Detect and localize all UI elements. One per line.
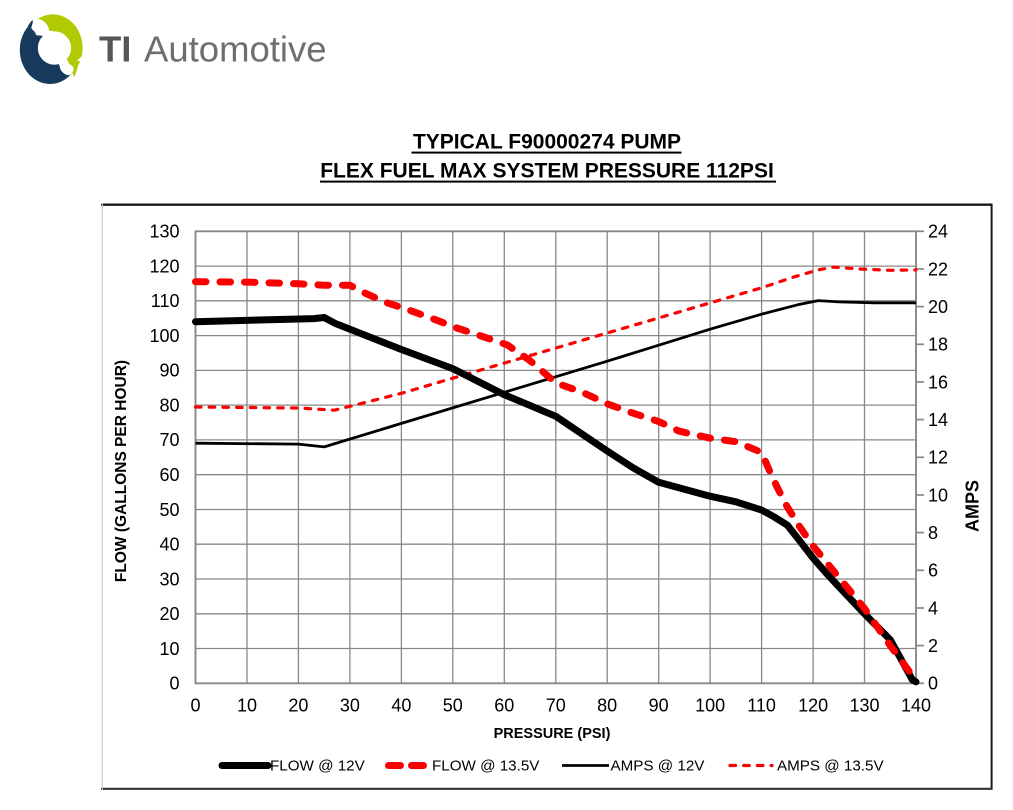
svg-text:130: 130 <box>849 696 879 716</box>
svg-text:50: 50 <box>159 500 179 520</box>
svg-text:22: 22 <box>928 259 948 279</box>
svg-text:0: 0 <box>169 674 179 694</box>
svg-text:4: 4 <box>928 598 938 618</box>
svg-text:120: 120 <box>798 696 828 716</box>
svg-text:60: 60 <box>494 696 514 716</box>
svg-text:110: 110 <box>151 291 180 311</box>
svg-text:40: 40 <box>159 535 179 555</box>
svg-text:120: 120 <box>149 256 179 276</box>
svg-text:16: 16 <box>928 372 948 392</box>
svg-text:0: 0 <box>928 674 938 694</box>
svg-text:140: 140 <box>901 696 931 716</box>
svg-text:20: 20 <box>288 696 308 716</box>
svg-text:8: 8 <box>928 523 938 543</box>
svg-text:80: 80 <box>597 696 617 716</box>
svg-text:50: 50 <box>443 696 463 716</box>
svg-text:60: 60 <box>159 465 179 485</box>
svg-text:0: 0 <box>190 696 200 716</box>
svg-text:FLOW @ 12V: FLOW @ 12V <box>270 758 366 775</box>
svg-text:14: 14 <box>928 410 948 430</box>
svg-text:130: 130 <box>149 222 179 242</box>
svg-text:TI: TI <box>99 29 131 70</box>
svg-text:110: 110 <box>747 696 776 716</box>
svg-text:Automotive: Automotive <box>144 29 327 70</box>
svg-text:80: 80 <box>159 395 179 415</box>
svg-text:12: 12 <box>928 448 948 468</box>
svg-text:10: 10 <box>928 485 948 505</box>
svg-text:90: 90 <box>159 361 179 381</box>
svg-text:AMPS @ 12V: AMPS @ 12V <box>611 758 706 775</box>
svg-text:30: 30 <box>159 569 179 589</box>
svg-text:90: 90 <box>649 696 669 716</box>
svg-text:70: 70 <box>159 430 179 450</box>
svg-text:18: 18 <box>928 335 948 355</box>
svg-text:6: 6 <box>928 561 938 581</box>
svg-text:20: 20 <box>928 297 948 317</box>
svg-text:20: 20 <box>159 604 179 624</box>
svg-text:AMPS @ 13.5V: AMPS @ 13.5V <box>777 758 884 775</box>
svg-text:FLEX FUEL MAX SYSTEM PRESSURE: FLEX FUEL MAX SYSTEM PRESSURE 112PSI <box>320 160 774 183</box>
svg-text:100: 100 <box>695 696 725 716</box>
svg-text:2: 2 <box>928 636 938 656</box>
svg-text:100: 100 <box>149 326 179 346</box>
svg-text:FLOW (GALLONS PER HOUR): FLOW (GALLONS PER HOUR) <box>113 360 130 582</box>
svg-text:FLOW @ 13.5V: FLOW @ 13.5V <box>432 758 540 775</box>
svg-text:24: 24 <box>928 222 948 242</box>
svg-text:40: 40 <box>391 696 411 716</box>
svg-text:PRESSURE (PSI): PRESSURE (PSI) <box>494 726 611 742</box>
svg-text:10: 10 <box>159 639 179 659</box>
svg-text:10: 10 <box>237 696 257 716</box>
svg-text:30: 30 <box>340 696 360 716</box>
svg-text:AMPS: AMPS <box>963 480 983 532</box>
svg-text:TYPICAL F90000274 PUMP: TYPICAL F90000274 PUMP <box>413 131 681 154</box>
svg-text:70: 70 <box>546 696 566 716</box>
